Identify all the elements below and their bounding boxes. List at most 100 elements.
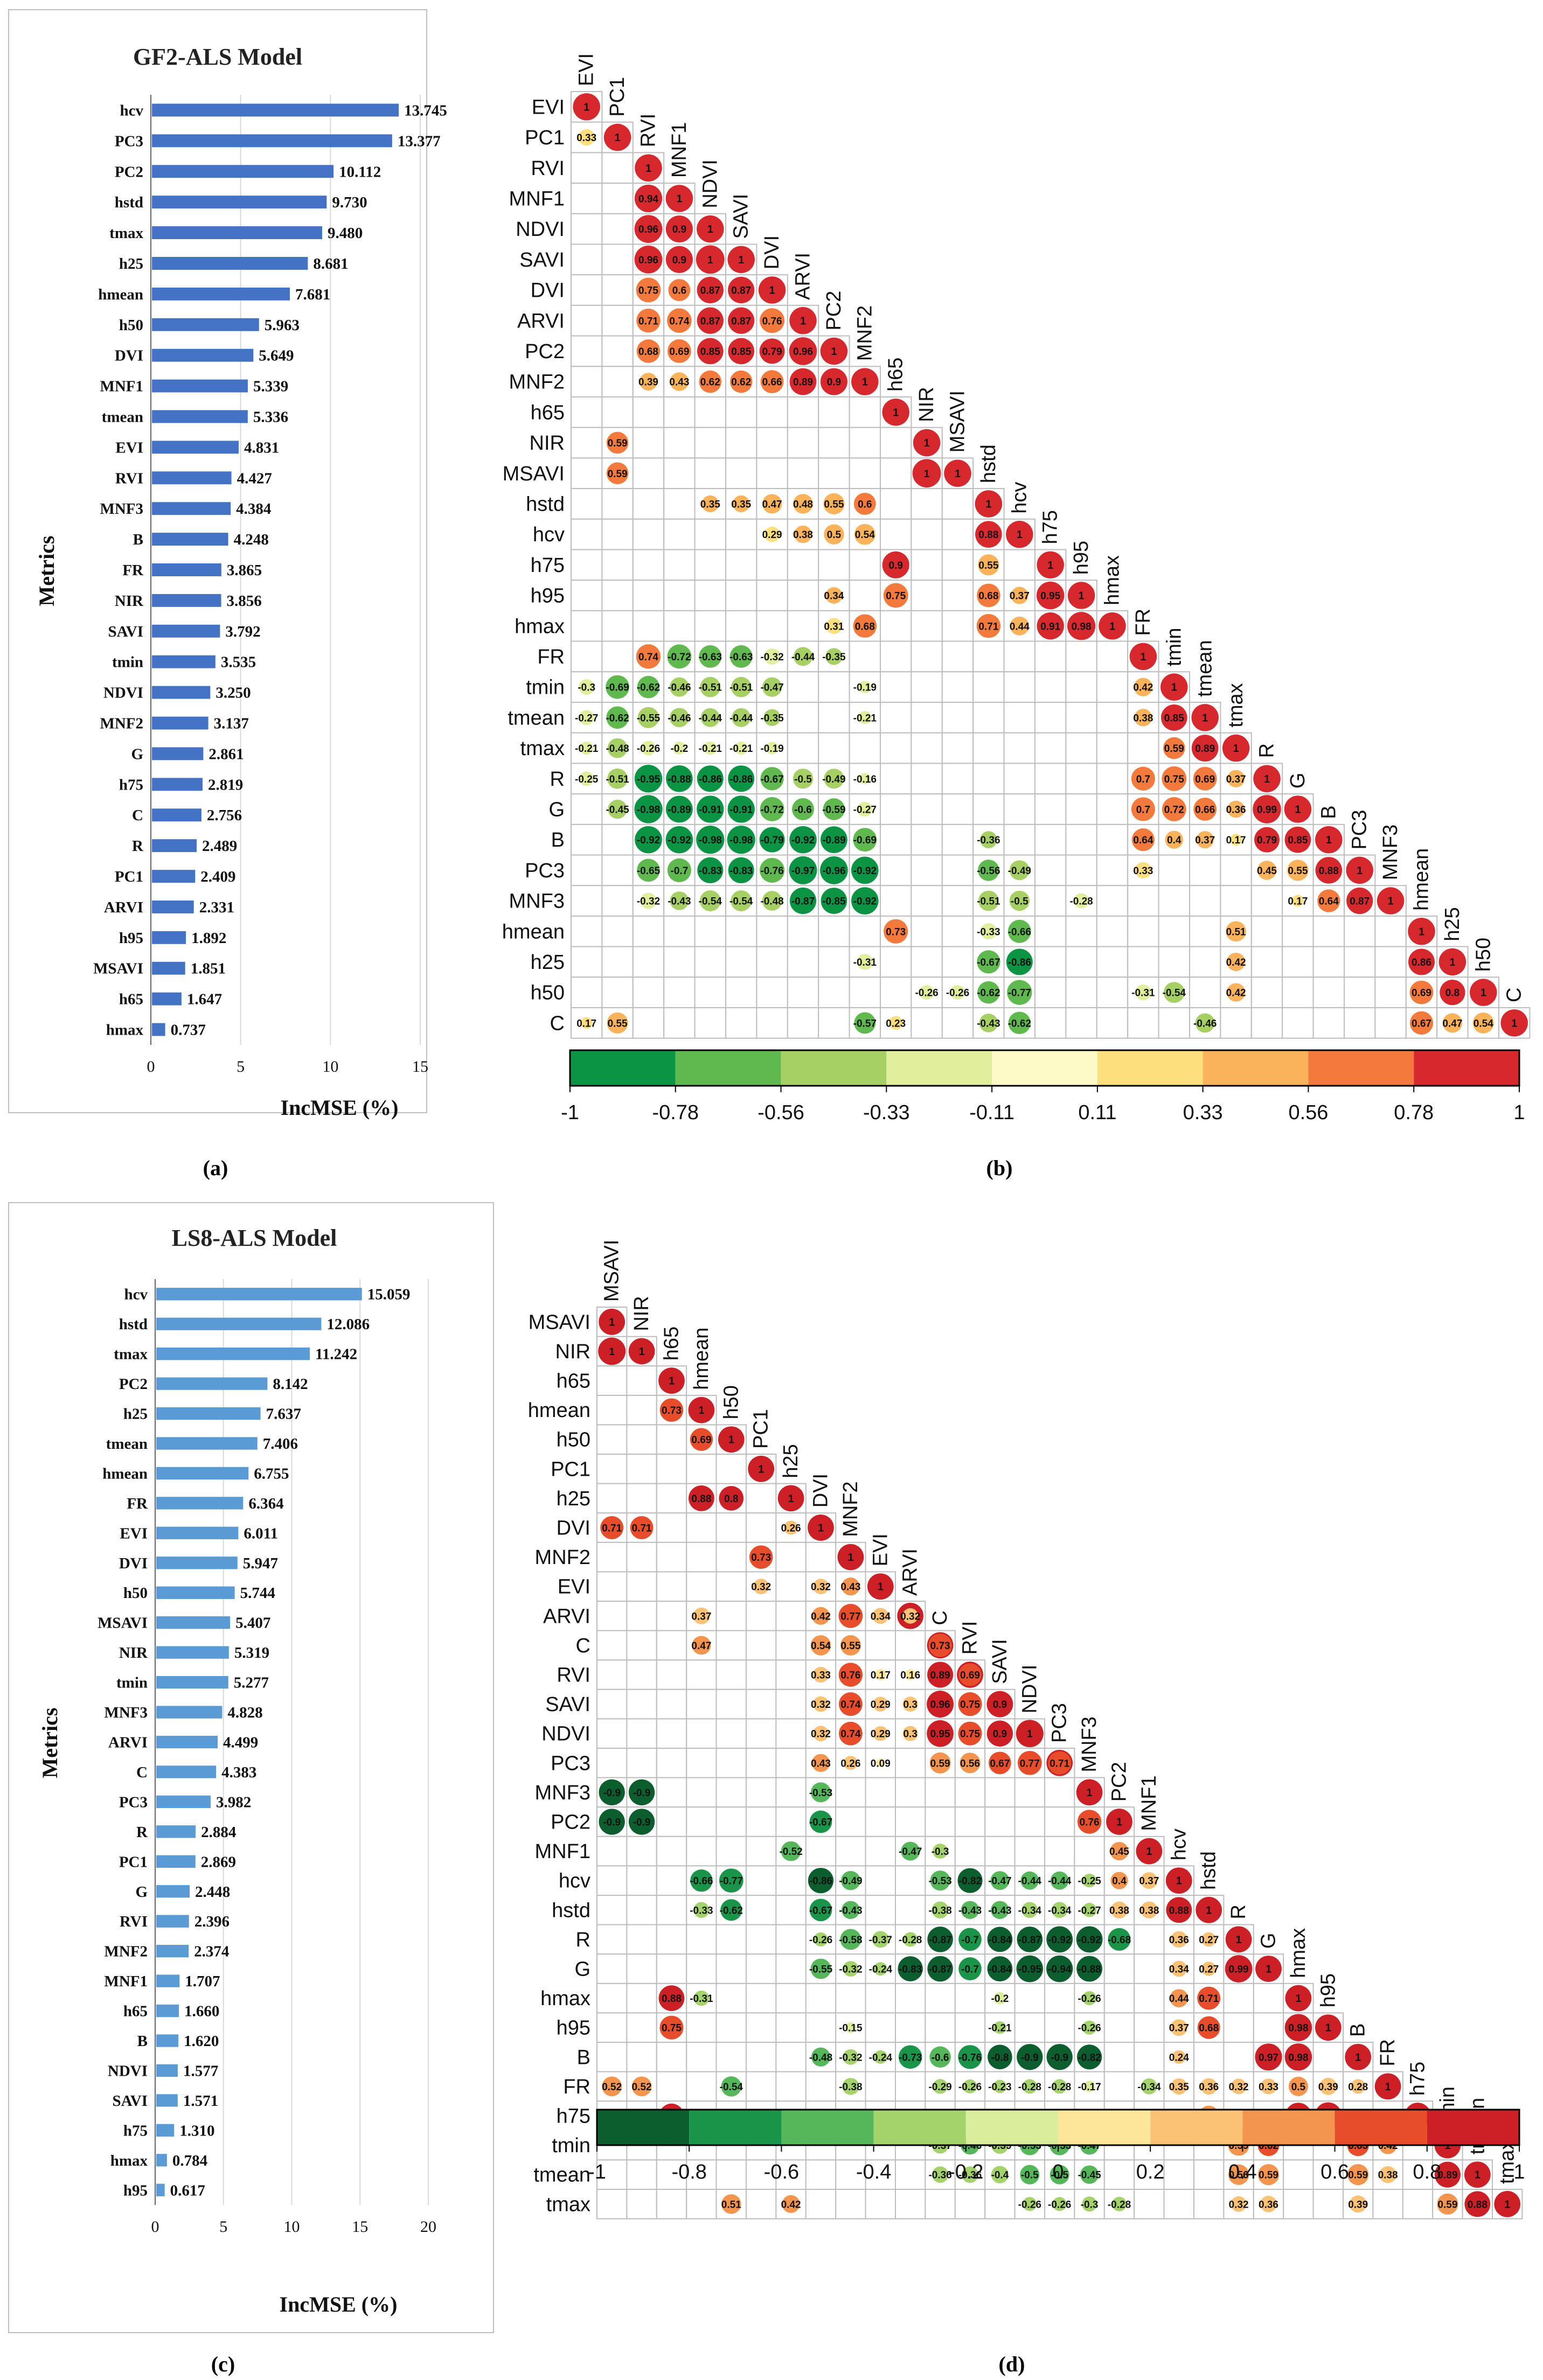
corr-label: -0.26 xyxy=(1078,2023,1101,2034)
row-label: tmean xyxy=(533,2164,590,2187)
corr-circle xyxy=(1284,2043,1312,2071)
row-label: tmin xyxy=(552,2134,590,2157)
panel-label-c: (c) xyxy=(211,2352,235,2376)
corr-label: 0.88 xyxy=(691,1493,711,1505)
corr-label: -0.51 xyxy=(699,682,722,694)
corr-circle xyxy=(580,1017,593,1029)
corr-label: 0.88 xyxy=(978,529,998,541)
category-label: h95 xyxy=(123,2182,148,2199)
corr-label: -0.92 xyxy=(853,896,877,908)
corr-circle xyxy=(961,1901,979,1920)
corr-circle xyxy=(853,492,876,515)
corr-circle xyxy=(1082,2020,1097,2035)
grid-cell xyxy=(663,427,696,459)
colorbar-segment xyxy=(1414,1050,1519,1086)
column-label: MSAVI xyxy=(947,390,969,452)
grid-cell xyxy=(626,1718,657,1749)
grid-cell xyxy=(632,946,665,978)
corr-label: 0.3 xyxy=(903,1729,917,1740)
corr-label: 0.16 xyxy=(900,1670,920,1681)
corr-circle xyxy=(1083,2081,1095,2092)
corr-label: 0.73 xyxy=(930,1641,950,1652)
diag-circle xyxy=(851,368,879,395)
grid-cell xyxy=(596,2159,628,2190)
value-label: 1.577 xyxy=(183,2062,218,2079)
corr-label: 0.42 xyxy=(1133,682,1153,694)
grid-cell xyxy=(895,1748,926,1778)
grid-cell xyxy=(1223,2042,1254,2072)
grid-cell xyxy=(663,580,696,611)
grid-cell xyxy=(663,702,696,734)
grid-cell xyxy=(805,2189,837,2220)
grid-cell xyxy=(1096,823,1129,856)
corr-circle xyxy=(759,827,785,853)
corr-circle xyxy=(690,1869,713,1892)
corr-circle xyxy=(1009,890,1030,911)
corr-label: 0.95 xyxy=(1040,591,1060,602)
grid-cell xyxy=(910,640,943,673)
grid-cell xyxy=(656,1718,687,1749)
corr-circle xyxy=(919,985,934,1000)
grid-cell xyxy=(1044,2012,1075,2043)
category-label: h65 xyxy=(123,2003,148,2020)
column-label: h50 xyxy=(720,1385,742,1419)
grid-cell xyxy=(880,946,912,978)
row-label: NIR xyxy=(555,1341,590,1363)
corr-circle xyxy=(1016,1955,1044,1983)
corr-label: 0.59 xyxy=(608,469,628,480)
value-label: 6.011 xyxy=(244,1525,278,1542)
grid-cell xyxy=(941,732,974,764)
corr-label: 0.88 xyxy=(1169,1905,1189,1916)
corr-label: -0.32 xyxy=(839,1964,862,1976)
grid-cell xyxy=(725,915,757,947)
corr-label: -0.69 xyxy=(606,682,629,694)
diag-label: 1 xyxy=(1295,804,1301,815)
corr-circle xyxy=(1017,1927,1043,1952)
diag-circle xyxy=(944,459,971,487)
grid-cell xyxy=(818,457,850,490)
grid-cell xyxy=(1096,915,1129,947)
corr-label: -0.28 xyxy=(1069,896,1093,908)
corr-label: 0.96 xyxy=(930,1699,950,1711)
corr-circle xyxy=(882,551,909,578)
corr-label: 0.55 xyxy=(1288,866,1308,877)
corr-circle xyxy=(579,679,595,695)
corr-circle xyxy=(599,1809,625,1835)
corr-circle xyxy=(1284,826,1311,853)
value-label: 9.730 xyxy=(332,194,367,211)
grid-cell xyxy=(571,580,603,611)
corr-circle xyxy=(670,372,689,391)
row-label: hmax xyxy=(540,1987,590,2010)
corr-label: -0.47 xyxy=(899,1846,922,1858)
corr-label: 0.59 xyxy=(1164,743,1184,755)
grid-cell xyxy=(686,2189,717,2220)
corr-label: 0.69 xyxy=(669,346,689,358)
grid-cell xyxy=(1312,2159,1344,2190)
diag-label: 1 xyxy=(1140,651,1146,663)
corr-circle xyxy=(986,1691,1013,1718)
grid-cell xyxy=(1250,976,1283,1009)
corr-label: -0.94 xyxy=(1048,1964,1072,1976)
corr-circle xyxy=(732,708,751,727)
grid-cell xyxy=(1374,1007,1407,1039)
grid-cell xyxy=(880,732,912,764)
category-label: FR xyxy=(122,562,144,579)
category-label: PC3 xyxy=(119,1793,148,1811)
corr-label: 0.4 xyxy=(1167,835,1181,846)
diag-circle xyxy=(688,1397,715,1423)
corr-label: -0.3 xyxy=(578,682,595,694)
corr-circle xyxy=(1134,709,1152,727)
grid-cell xyxy=(865,2071,896,2102)
colorbar-segment xyxy=(886,1050,992,1086)
corr-circle xyxy=(872,1931,889,1948)
corr-label: 0.89 xyxy=(793,377,813,388)
corr-circle xyxy=(976,614,1001,638)
grid-cell xyxy=(849,457,881,490)
category-label: R xyxy=(136,1824,148,1841)
corr-circle xyxy=(640,892,657,909)
grid-cell xyxy=(725,610,757,642)
grid-cell xyxy=(1158,885,1191,917)
column-label: MNF2 xyxy=(839,1481,862,1537)
corr-label: 0.94 xyxy=(638,193,658,205)
grid-cell xyxy=(686,1924,717,1955)
